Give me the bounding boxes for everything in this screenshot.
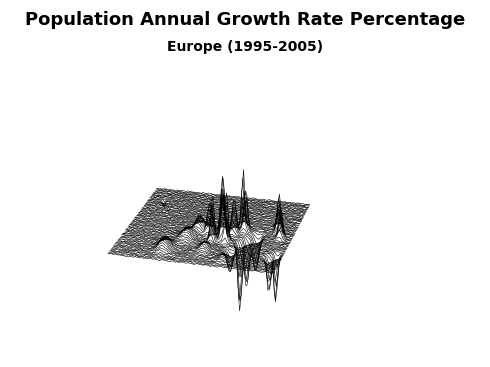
Text: Europe (1995-2005): Europe (1995-2005) bbox=[167, 40, 323, 54]
Text: Population Annual Growth Rate Percentage: Population Annual Growth Rate Percentage bbox=[25, 11, 465, 29]
